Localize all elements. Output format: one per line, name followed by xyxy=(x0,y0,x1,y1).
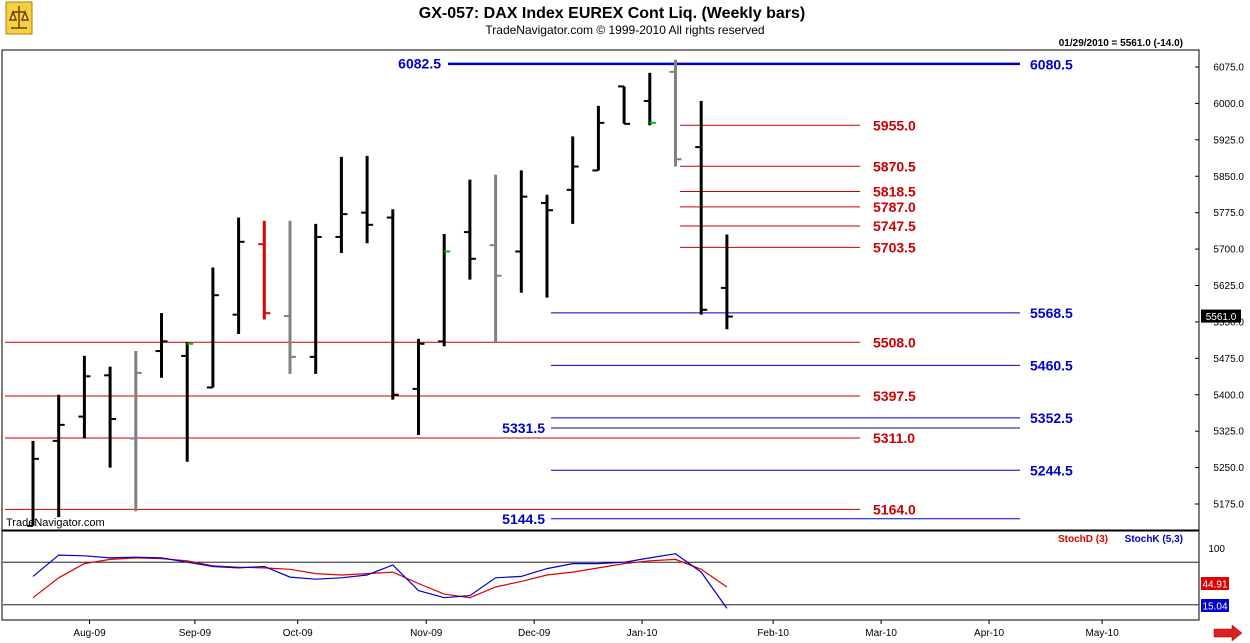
time-tick-label: Mar-10 xyxy=(865,628,897,639)
logo-icon xyxy=(5,1,33,35)
stoch-series-line xyxy=(32,553,728,609)
time-tick-label: Nov-09 xyxy=(410,628,443,639)
price-tick-label: 6075.0 xyxy=(1213,63,1244,74)
price-tick-label: 5550.0 xyxy=(1213,317,1244,328)
ohlc-bar xyxy=(78,355,91,439)
time-tick-label: Aug-09 xyxy=(73,628,106,639)
level-label: 5747.5 xyxy=(873,218,916,234)
stoch-tick-label: 100 xyxy=(1208,544,1225,555)
level-label: 5352.5 xyxy=(1030,410,1073,426)
price-panel[interactable] xyxy=(1,49,1200,531)
ohlc-bar xyxy=(566,136,579,224)
level-label: 5331.5 xyxy=(502,420,545,436)
ohlc-bar xyxy=(592,105,605,172)
time-axis[interactable]: Aug-09 Sep-09 Oct-09 Nov-09 Dec-09 Jan-10 Feb-… xyxy=(73,620,1119,639)
level-label: 6082.5 xyxy=(398,55,441,71)
time-tick-label: Apr-10 xyxy=(974,628,1004,639)
bars-layer xyxy=(27,59,733,527)
ohlc-bar xyxy=(258,220,271,320)
price-tick-label: 5325.0 xyxy=(1213,427,1244,438)
stoch-series-line xyxy=(32,557,728,599)
chart-title: GX-057: DAX Index EUREX Cont Liq. (Weekl… xyxy=(419,5,805,22)
price-tick-label: 5700.0 xyxy=(1213,245,1244,256)
price-axis[interactable]: 6075.0 6000.0 5925.0 5850.0 5775.0 5700.0 5625… xyxy=(1195,63,1244,511)
ohlc-bar xyxy=(52,394,65,518)
ohlc-bar xyxy=(720,234,733,330)
last-price-label: 5561.0 xyxy=(1206,312,1237,323)
time-tick-label: Jan-10 xyxy=(627,628,658,639)
time-tick-label: Dec-09 xyxy=(518,628,551,639)
level-label: 5244.5 xyxy=(1030,462,1073,478)
level-label: 5870.5 xyxy=(873,158,916,174)
ohlc-bar xyxy=(181,342,194,462)
ohlc-bar xyxy=(618,85,631,125)
price-tick-label: 5400.0 xyxy=(1213,390,1244,401)
ohlc-bar xyxy=(695,100,708,315)
last-price-box xyxy=(1201,309,1241,323)
time-tick-label: May-10 xyxy=(1085,628,1119,639)
stoch-panel[interactable] xyxy=(1,530,1200,621)
price-tick-label: 5175.0 xyxy=(1213,500,1244,511)
price-tick-label: 5925.0 xyxy=(1213,135,1244,146)
level-label: 5955.0 xyxy=(873,117,916,133)
stoch-value-box xyxy=(1201,599,1229,612)
ohlc-bar xyxy=(643,72,656,126)
ohlc-bar xyxy=(463,179,476,280)
legend-stoch-d: StochD (3) xyxy=(1058,534,1108,545)
ohlc-bar xyxy=(361,155,374,244)
ohlc-bar xyxy=(284,220,296,374)
ohlc-bar xyxy=(515,170,528,293)
price-tick-label: 6000.0 xyxy=(1213,99,1244,110)
level-label: 5703.5 xyxy=(873,239,916,255)
level-label: 5311.0 xyxy=(873,430,915,446)
last-quote: 01/29/2010 = 5561.0 (-14.0) xyxy=(1059,38,1183,49)
price-tick-label: 5475.0 xyxy=(1213,354,1244,365)
level-label: 5460.5 xyxy=(1030,357,1073,373)
ohlc-bar xyxy=(438,234,451,347)
ohlc-bar xyxy=(669,59,682,167)
ohlc-bar xyxy=(27,440,39,527)
ohlc-bar xyxy=(335,156,348,253)
level-label: 5164.0 xyxy=(873,501,916,517)
price-tick-label: 5775.0 xyxy=(1213,208,1244,219)
level-label: 5787.0 xyxy=(873,199,916,215)
ohlc-bar xyxy=(541,194,553,298)
level-label: 5568.5 xyxy=(1030,305,1073,321)
ohlc-bar xyxy=(412,338,425,436)
stoch-value-label: 15.04 xyxy=(1202,602,1227,613)
time-tick-label: Oct-09 xyxy=(283,628,313,639)
price-tick-label: 5850.0 xyxy=(1213,172,1244,183)
level-label: 5508.0 xyxy=(873,334,916,350)
price-tick-label: 5250.0 xyxy=(1213,463,1244,474)
ohlc-bar xyxy=(206,267,219,389)
time-tick-label: Feb-10 xyxy=(757,628,789,639)
ohlc-bar xyxy=(386,209,399,400)
ohlc-bar xyxy=(232,217,245,335)
level-label: 5397.5 xyxy=(873,388,916,404)
stoch-value-label: 44.91 xyxy=(1202,580,1227,591)
ohlc-bar xyxy=(309,223,322,374)
watermark: TradeNavigator.com xyxy=(6,517,105,529)
stoch-value-box xyxy=(1201,577,1229,590)
time-tick-label: Sep-09 xyxy=(179,628,212,639)
stoch-layer: 100 StochD (3) StochK (5,3) 44.91 15.04 xyxy=(3,534,1229,613)
ohlc-bar xyxy=(489,174,502,343)
ohlc-bar xyxy=(129,351,142,512)
chart-subtitle: TradeNavigator.com © 1999-2010 All right… xyxy=(485,23,764,37)
ohlc-bar xyxy=(155,313,168,378)
legend-stoch-k: StochK (5,3) xyxy=(1125,534,1183,545)
scroll-right-arrow-icon[interactable] xyxy=(1213,624,1243,642)
level-label: 6080.5 xyxy=(1030,56,1073,72)
price-tick-label: 5625.0 xyxy=(1213,281,1244,292)
level-label: 5818.5 xyxy=(873,184,916,200)
ohlc-bar xyxy=(104,366,117,468)
level-label: 5144.5 xyxy=(502,511,545,527)
